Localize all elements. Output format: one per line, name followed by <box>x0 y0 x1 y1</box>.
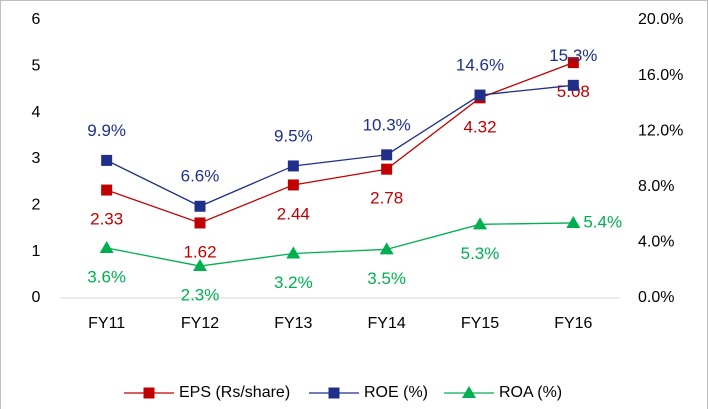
y2-tick-label: 12.0% <box>638 122 683 139</box>
data-point <box>286 246 301 259</box>
data-point <box>474 89 486 101</box>
y-tick-label: 0 <box>32 289 41 306</box>
data-point <box>473 217 487 230</box>
data-label: 2.33 <box>90 210 123 229</box>
series-line <box>106 84 574 207</box>
data-label: 4.32 <box>463 117 496 136</box>
x-tick-label: FY16 <box>554 315 592 332</box>
y-tick-label: 1 <box>32 243 41 260</box>
x-tick-label: FY11 <box>88 315 125 332</box>
data-point <box>194 217 206 229</box>
legend-marker <box>462 386 476 398</box>
data-point <box>194 200 206 212</box>
x-tick-label: FY15 <box>461 315 499 332</box>
data-point <box>99 240 114 253</box>
data-label: 14.6% <box>456 56 504 75</box>
data-label: 9.9% <box>87 121 126 140</box>
y-tick-label: 6 <box>32 11 41 28</box>
y-tick-label: 4 <box>32 104 41 121</box>
data-point <box>379 242 394 255</box>
data-point <box>567 57 579 69</box>
data-label: 3.5% <box>367 269 406 288</box>
data-label: 5.4% <box>583 212 622 231</box>
data-label: 6.6% <box>181 167 220 186</box>
data-label: 5.08 <box>557 82 590 101</box>
data-point <box>287 160 299 172</box>
y2-tick-label: 16.0% <box>638 67 683 84</box>
x-tick-label: FY12 <box>181 315 219 332</box>
y2-tick-label: 8.0% <box>638 178 674 195</box>
data-point <box>381 163 393 175</box>
data-point <box>567 79 579 91</box>
legend-label: ROE (%) <box>364 384 428 401</box>
data-point <box>287 179 299 191</box>
data-label: 2.78 <box>370 189 403 208</box>
legend-marker <box>143 387 155 399</box>
data-point <box>566 215 581 228</box>
data-point <box>101 154 113 166</box>
data-point <box>381 149 393 161</box>
legend-marker <box>328 387 340 399</box>
data-label: 1.62 <box>183 242 216 261</box>
series-line <box>106 62 574 224</box>
data-label: 9.5% <box>274 126 313 145</box>
y2-tick-label: 0.0% <box>638 289 674 306</box>
x-tick-label: FY14 <box>368 315 406 332</box>
data-label: 2.3% <box>181 286 220 305</box>
legend-label: EPS (Rs/share) <box>179 384 290 401</box>
data-point <box>101 184 113 196</box>
y-tick-label: 3 <box>32 150 41 167</box>
legend-label: ROA (%) <box>499 384 562 401</box>
data-label: 15.3% <box>549 46 597 65</box>
data-label: 3.6% <box>87 267 126 286</box>
y-tick-label: 2 <box>32 197 41 214</box>
data-label: 2.44 <box>277 204 310 223</box>
data-label: 3.2% <box>274 273 313 292</box>
data-point <box>193 259 207 272</box>
y2-tick-label: 4.0% <box>638 234 674 251</box>
x-tick-label: FY13 <box>274 315 312 332</box>
data-label: 5.3% <box>461 244 500 263</box>
series-line <box>106 222 574 267</box>
y2-tick-label: 20.0% <box>638 11 683 28</box>
data-label: 10.3% <box>363 115 411 134</box>
y-tick-label: 5 <box>32 58 41 75</box>
